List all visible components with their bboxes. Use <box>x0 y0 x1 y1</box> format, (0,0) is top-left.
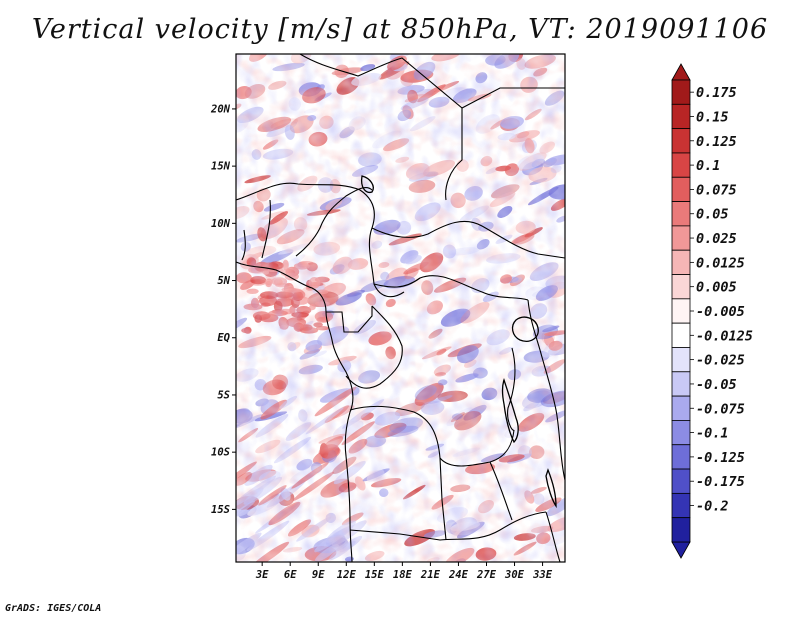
colorbar-swatch <box>671 322 691 348</box>
border-wa-1 <box>261 199 271 259</box>
country-borders <box>236 54 565 562</box>
colorbar-swatch <box>671 152 691 178</box>
lon-tick-label: 6E <box>284 569 297 581</box>
border-niger-chad <box>299 54 463 201</box>
border-east-lakes <box>507 347 516 431</box>
colorbar-swatch <box>671 492 691 519</box>
border-gabon <box>326 306 373 333</box>
border-cameroon <box>295 187 373 257</box>
colorbar-swatch <box>671 347 691 373</box>
lake-chad <box>360 175 374 194</box>
border-zambia <box>439 457 513 541</box>
colorbar-swatch <box>671 395 691 421</box>
colorbar-swatch <box>671 298 691 324</box>
lake-victoria <box>511 316 539 342</box>
lon-tick-label: 18E <box>393 569 413 581</box>
colorbar-swatch <box>671 225 691 251</box>
colorbar-label: 0.075 <box>696 182 737 198</box>
colorbar-swatch <box>671 79 691 105</box>
lat-tick-label: 10N <box>211 218 231 230</box>
lat-tick-label: 5S <box>217 389 230 401</box>
colorbar-swatch <box>671 176 691 202</box>
colorbar-bottom-arrow <box>671 541 691 559</box>
lon-tick-label: 30E <box>504 569 525 581</box>
longitude-axis: 3E 6E 9E 12E 15E 18E 21E 24E 27E 30E 33E <box>255 562 553 581</box>
colorbar-swatch <box>671 274 691 300</box>
map-frame <box>235 53 566 563</box>
lake-malawi <box>545 468 557 509</box>
latitude-axis: 20N 15N 10N 5N EQ 5S 10S 15S <box>210 103 236 516</box>
lat-tick-label: 15S <box>211 504 230 516</box>
colorbar-label: 0.175 <box>696 85 737 101</box>
coastline-west <box>236 261 354 562</box>
colorbar-label: -0.025 <box>696 353 745 369</box>
border-congo-drc <box>345 305 403 389</box>
border-zambia-malawi <box>545 511 561 562</box>
colorbar-swatch <box>671 103 691 130</box>
colorbar-label: 0.15 <box>696 110 729 126</box>
colorbar-swatch <box>671 444 691 470</box>
colorbar-label: -0.05 <box>696 377 737 393</box>
colorbar-swatch <box>671 420 691 446</box>
border-north-east <box>461 87 565 109</box>
lat-tick-label: EQ <box>217 332 230 344</box>
colorbar-label: -0.1 <box>696 426 729 442</box>
colorbar-swatch <box>671 128 691 154</box>
colorbar-label: 0.025 <box>696 231 737 247</box>
lakes <box>360 175 557 509</box>
map-plot-area <box>236 54 565 562</box>
lon-tick-label: 9E <box>312 569 325 581</box>
border-sahel <box>236 182 405 298</box>
colorbar-swatch <box>671 517 691 543</box>
lon-tick-label: 21E <box>420 569 441 581</box>
border-car-north <box>371 220 565 259</box>
lon-tick-label: 3E <box>255 569 269 581</box>
lat-tick-label: 15N <box>211 161 231 173</box>
colorbar-label: 0.05 <box>696 207 729 223</box>
colorbar-label: -0.2 <box>696 499 729 515</box>
border-tanzania <box>527 299 565 481</box>
colorbar-swatch <box>671 468 691 494</box>
border-car-south <box>373 275 529 301</box>
border-wa-2 <box>241 229 246 261</box>
lon-tick-label: 33E <box>532 569 553 581</box>
lat-tick-label: 5N <box>217 275 230 287</box>
noise-white <box>236 54 565 562</box>
colorbar-label: 0.005 <box>696 280 737 296</box>
colorbar-label: 0.1 <box>696 158 720 174</box>
figure-title: Vertical velocity [m/s] at 850hPa, VT: 2… <box>31 14 769 45</box>
credit-text: GrADS: IGES/COLA <box>5 603 102 614</box>
lon-tick-label: 27E <box>476 569 497 581</box>
colorbar-top-arrow <box>671 63 691 81</box>
colorbar-label: -0.175 <box>696 474 745 490</box>
colorbar-label: -0.125 <box>696 450 745 466</box>
colorbar-label: -0.005 <box>696 304 745 320</box>
colorbar-swatch <box>671 249 691 275</box>
colorbar: 0.175 0.15 0.125 0.1 0.075 0.05 0.025 0.0125 0.0… <box>671 63 753 559</box>
lon-tick-label: 24E <box>448 569 469 581</box>
colorbar-label: 0.0125 <box>696 255 745 271</box>
colorbar-label: 0.125 <box>696 134 737 150</box>
colorbar-label: -0.0125 <box>696 328 753 344</box>
lake-tanganyika <box>501 377 519 444</box>
colorbar-swatch <box>671 201 691 227</box>
border-angola-south <box>349 511 547 541</box>
lat-tick-label: 10S <box>211 447 230 459</box>
lat-tick-label: 20N <box>210 103 231 115</box>
colorbar-swatch <box>671 371 691 397</box>
border-drc-angola <box>349 405 515 467</box>
lon-tick-label: 12E <box>337 569 357 581</box>
lon-tick-label: 15E <box>365 569 385 581</box>
colorbar-label: -0.075 <box>696 401 745 417</box>
